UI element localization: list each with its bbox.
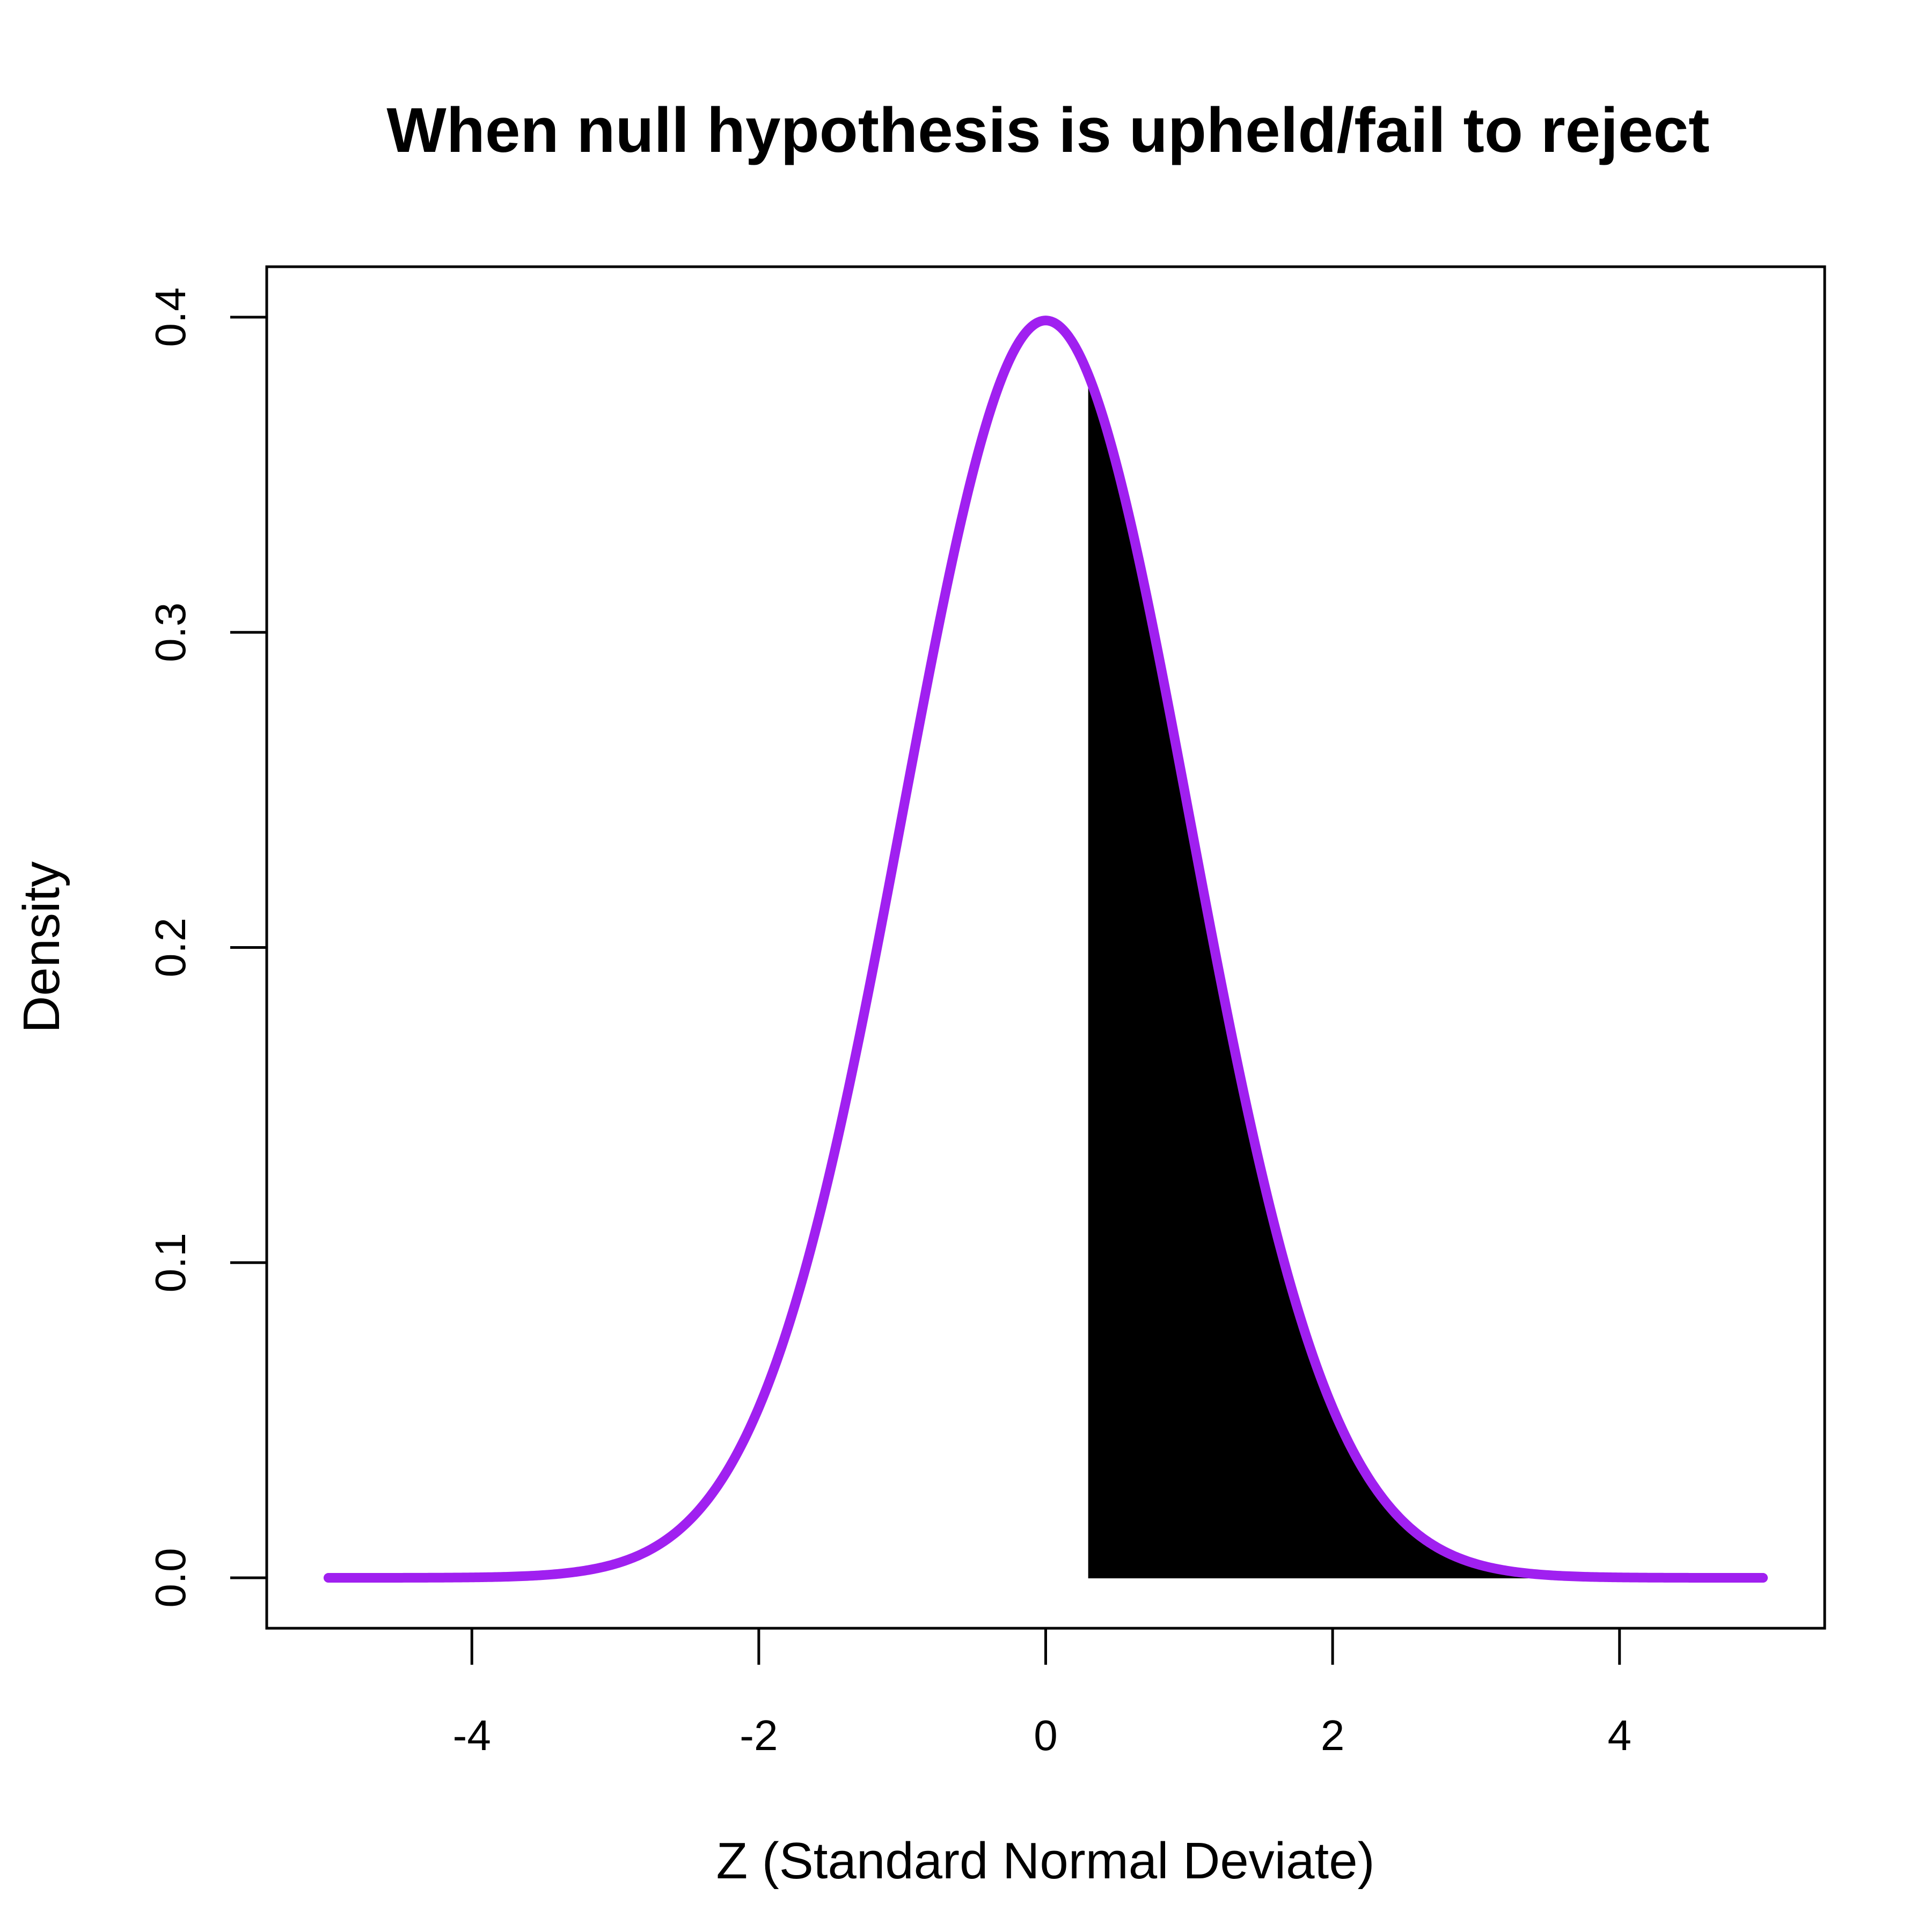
y-tick-label: 0.3 (147, 603, 194, 662)
x-axis-label: Z (Standard Normal Deviate) (716, 1832, 1374, 1890)
chart-title: When null hypothesis is upheld/fail to r… (386, 95, 1709, 166)
x-axis: -4 -2 0 2 4 (453, 1627, 1631, 1759)
y-tick-label: 0.4 (147, 287, 194, 347)
x-tick-label: 2 (1321, 1711, 1345, 1759)
plot-area-frame (265, 265, 1826, 1630)
y-axis: 0.0 0.1 0.2 0.3 0.4 (147, 287, 268, 1608)
series-layer (323, 316, 1768, 1583)
x-tick-label: -2 (740, 1711, 778, 1759)
x-tick-label: -4 (453, 1711, 491, 1759)
shaded-tail-area (1088, 375, 1764, 1579)
y-tick-label: 0.2 (147, 918, 194, 977)
y-tick-label: 0.1 (147, 1233, 194, 1292)
x-tick-label: 4 (1607, 1711, 1631, 1759)
y-axis-label: Density (13, 861, 70, 1033)
x-tick-label: 0 (1034, 1711, 1058, 1759)
density-curve-line (323, 316, 1768, 1583)
y-tick-label: 0.0 (147, 1548, 194, 1607)
